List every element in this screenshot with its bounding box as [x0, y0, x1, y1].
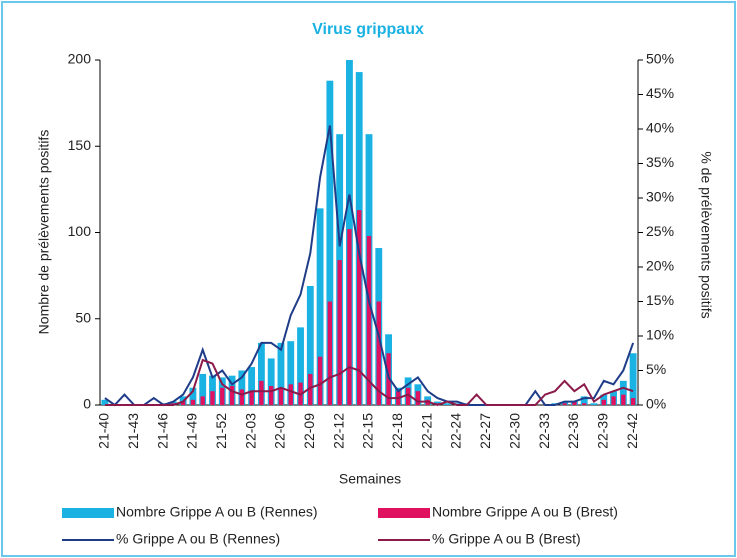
x-tick-label: 21-40 [96, 413, 112, 449]
x-tick-label: 22-36 [565, 413, 581, 449]
line [104, 125, 635, 407]
bar [180, 401, 186, 405]
bar [200, 396, 205, 405]
bar [209, 375, 216, 405]
y2-tick-label: 45% [646, 85, 674, 101]
bar [580, 396, 588, 405]
y2-tick-label: 15% [646, 292, 674, 308]
bar [405, 387, 411, 405]
bar [327, 301, 333, 405]
x-tick-label: 22-15 [360, 413, 376, 449]
x-tick-label: 22-12 [330, 413, 346, 449]
bar [601, 399, 606, 405]
bar [210, 391, 215, 405]
legend-label: % Grippe A ou B (Brest) [432, 531, 581, 547]
bar [249, 391, 254, 405]
bar [190, 399, 196, 405]
y2-tick-label: 10% [646, 327, 674, 343]
x-axis-label: Semaines [339, 471, 401, 487]
y-tick-label: 150 [68, 137, 92, 153]
bar [572, 401, 577, 405]
bar [581, 403, 587, 405]
x-tick-label: 21-49 [184, 413, 200, 449]
y-axis-label: Nombre de prélèvements positifs [36, 130, 52, 335]
bar [257, 342, 265, 405]
bar [630, 398, 636, 405]
x-tick-label: 22-09 [301, 413, 317, 449]
bar [619, 380, 627, 405]
bar [326, 80, 334, 405]
bar [268, 386, 274, 405]
x-tick-label: 22-03 [242, 413, 258, 449]
bar [415, 391, 421, 405]
y2-tick-label: 20% [646, 258, 674, 274]
legend-swatch [378, 508, 430, 518]
bar [278, 387, 284, 405]
bar [347, 229, 352, 405]
y2-tick-label: 30% [646, 189, 674, 205]
x-tick-label: 22-42 [624, 413, 640, 449]
x-tick-label: 22-27 [477, 413, 493, 449]
x-tick-label: 22-21 [418, 413, 434, 449]
legend-swatch [62, 508, 114, 518]
bar [629, 353, 637, 405]
bar [267, 358, 275, 405]
bar [337, 260, 342, 405]
y2-tick-label: 40% [646, 120, 674, 136]
x-tick-label: 21-43 [125, 413, 141, 449]
bar [562, 403, 567, 405]
bar [308, 373, 313, 405]
bar [239, 389, 245, 405]
bar [277, 342, 285, 405]
bar [248, 367, 256, 405]
x-tick-label: 22-24 [448, 413, 464, 449]
y2-axis-label: % de prélèvements positifs [698, 151, 714, 318]
bar [357, 210, 362, 405]
x-tick-label: 22-39 [594, 413, 610, 449]
bar [590, 403, 598, 405]
y2-tick-label: 5% [646, 361, 666, 377]
bar [199, 373, 207, 405]
legend-label: Nombre Grippe A ou B (Rennes) [116, 504, 318, 520]
y-tick-label: 0 [83, 396, 91, 412]
y2-tick-label: 35% [646, 154, 674, 170]
legend-label: % Grippe A ou B (Rennes) [116, 531, 280, 547]
y2-tick-label: 0% [646, 396, 666, 412]
bar [386, 353, 391, 405]
x-tick-label: 22-18 [389, 413, 405, 449]
bar [443, 403, 451, 405]
y-tick-label: 200 [68, 51, 92, 67]
bar [288, 384, 293, 405]
bar [220, 387, 225, 405]
chart-title: Virus grippaux [312, 21, 424, 38]
x-tick-label: 22-06 [272, 413, 288, 449]
y-tick-label: 100 [68, 223, 92, 239]
bar [259, 380, 264, 405]
bar [101, 399, 109, 405]
legend-label: Nombre Grippe A ou B (Brest) [432, 504, 618, 520]
bar [238, 370, 246, 405]
bar [316, 208, 324, 405]
line [104, 358, 634, 407]
bar [317, 356, 323, 405]
bar [297, 327, 304, 405]
bar [366, 235, 372, 405]
bar [229, 386, 235, 405]
y-tick-label: 50 [75, 309, 91, 325]
y2-tick-label: 50% [646, 51, 674, 67]
bar [611, 396, 616, 405]
bar [287, 341, 295, 405]
x-tick-label: 22-33 [536, 413, 552, 449]
bar [376, 301, 381, 405]
bar [189, 387, 197, 405]
x-tick-label: 21-52 [213, 413, 229, 449]
x-tick-label: 22-30 [506, 413, 522, 449]
x-tick-label: 21-46 [154, 413, 170, 449]
y2-tick-label: 25% [646, 223, 674, 239]
bar [306, 285, 314, 405]
bar [621, 394, 626, 405]
